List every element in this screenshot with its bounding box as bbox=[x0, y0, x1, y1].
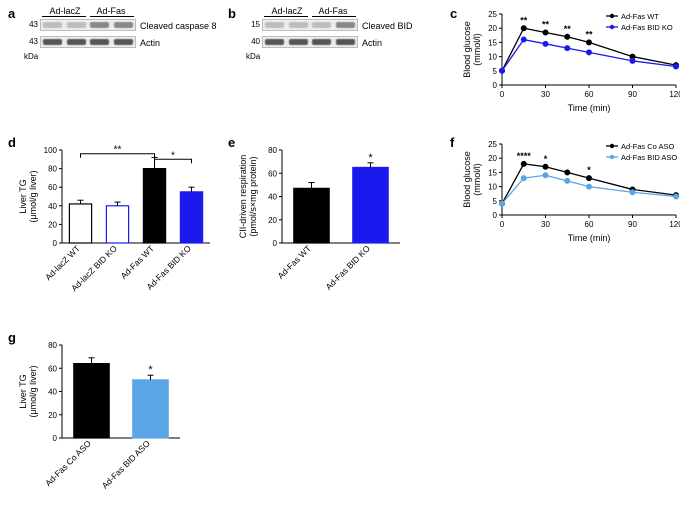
svg-text:(μmol/g liver): (μmol/g liver) bbox=[28, 170, 38, 222]
svg-text:**: ** bbox=[585, 30, 593, 40]
svg-text:20: 20 bbox=[488, 24, 497, 33]
svg-text:100: 100 bbox=[44, 146, 58, 155]
panel-b-wb: Ad-lacZ Ad-Fas 15 Cleaved BID 40 Actin k… bbox=[242, 6, 427, 76]
svg-text:*: * bbox=[148, 364, 153, 376]
panel-f-label: f bbox=[450, 135, 454, 150]
wb-b-hdr2: Ad-Fas bbox=[310, 6, 356, 16]
svg-text:*: * bbox=[368, 152, 373, 164]
chart-d: 0 20 40 60 80 100 Liver TG(μmol/g liver) Ad-lac… bbox=[16, 138, 216, 313]
wb-a-mw1: 43 bbox=[20, 20, 38, 29]
svg-text:**: ** bbox=[520, 15, 528, 25]
panel-c-label: c bbox=[450, 6, 457, 21]
svg-text:*: * bbox=[587, 165, 591, 175]
svg-text:**: ** bbox=[114, 145, 122, 156]
svg-text:Ad-Fas Co ASO: Ad-Fas Co ASO bbox=[621, 142, 675, 151]
svg-text:0: 0 bbox=[273, 239, 278, 248]
svg-text:(mmol/l): (mmol/l) bbox=[472, 163, 482, 196]
panel-g-label: g bbox=[8, 330, 16, 345]
panel-b-label: b bbox=[228, 6, 236, 21]
svg-text:Ad-Fas BID KO: Ad-Fas BID KO bbox=[323, 243, 372, 292]
svg-text:80: 80 bbox=[48, 341, 57, 350]
wb-a-lbl1: Cleaved caspase 8 bbox=[140, 21, 217, 31]
svg-text:(mmol/l): (mmol/l) bbox=[472, 33, 482, 66]
svg-text:30: 30 bbox=[541, 220, 550, 229]
svg-text:Ad-Fas WT: Ad-Fas WT bbox=[621, 12, 659, 21]
svg-text:**: ** bbox=[564, 24, 572, 34]
svg-text:0: 0 bbox=[493, 81, 498, 90]
svg-text:80: 80 bbox=[268, 146, 277, 155]
svg-text:0: 0 bbox=[53, 239, 58, 248]
svg-text:Ad-Fas Co ASO: Ad-Fas Co ASO bbox=[43, 438, 93, 488]
svg-text:(pmol/s×mg protein): (pmol/s×mg protein) bbox=[248, 156, 258, 236]
svg-text:5: 5 bbox=[493, 67, 498, 76]
panel-d-label: d bbox=[8, 135, 16, 150]
svg-text:20: 20 bbox=[488, 154, 497, 163]
svg-text:Time (min): Time (min) bbox=[568, 233, 611, 243]
panel-a-label: a bbox=[8, 6, 15, 21]
panel-a-wb: Ad-lacZ Ad-Fas 43 Cleaved caspase 8 43 A… bbox=[20, 6, 215, 76]
svg-text:90: 90 bbox=[628, 220, 637, 229]
svg-text:Ad-Fas BID ASO: Ad-Fas BID ASO bbox=[621, 153, 677, 162]
svg-text:60: 60 bbox=[585, 90, 594, 99]
svg-text:**: ** bbox=[542, 20, 550, 30]
svg-text:15: 15 bbox=[488, 38, 497, 47]
svg-text:25: 25 bbox=[488, 10, 497, 19]
chart-e: 0 20 40 60 80 CII-driven respiration(pmol/s×m… bbox=[236, 138, 406, 313]
svg-text:*: * bbox=[544, 154, 548, 164]
svg-text:20: 20 bbox=[48, 220, 57, 229]
svg-text:Ad-lacZ WT: Ad-lacZ WT bbox=[43, 243, 82, 282]
svg-text:Blood glucose: Blood glucose bbox=[462, 21, 472, 78]
chart-c: 0 5 10 15 20 25 0 30 60 90 120 Blood glucose(mmol/l… bbox=[460, 8, 680, 113]
svg-text:*: * bbox=[171, 150, 175, 161]
svg-text:120: 120 bbox=[669, 90, 680, 99]
wb-b-hdr1: Ad-lacZ bbox=[264, 6, 310, 16]
svg-text:20: 20 bbox=[48, 411, 57, 420]
svg-text:Blood glucose: Blood glucose bbox=[462, 151, 472, 208]
svg-text:60: 60 bbox=[268, 169, 277, 178]
wb-a-kda: kDa bbox=[24, 52, 38, 61]
svg-text:Liver TG: Liver TG bbox=[18, 374, 28, 408]
svg-text:5: 5 bbox=[493, 197, 498, 206]
svg-text:0: 0 bbox=[53, 434, 58, 443]
wb-b-lbl1: Cleaved BID bbox=[362, 21, 413, 31]
svg-text:CII-driven respiration: CII-driven respiration bbox=[238, 155, 248, 239]
svg-text:0: 0 bbox=[493, 211, 498, 220]
svg-text:Time (min): Time (min) bbox=[568, 103, 611, 113]
wb-a-hdr1: Ad-lacZ bbox=[42, 6, 88, 16]
svg-text:Ad-Fas BID KO: Ad-Fas BID KO bbox=[621, 23, 673, 32]
svg-text:0: 0 bbox=[500, 90, 505, 99]
svg-text:10: 10 bbox=[488, 183, 497, 192]
wb-a-lbl2: Actin bbox=[140, 38, 160, 48]
svg-text:****: **** bbox=[517, 151, 532, 161]
svg-text:Ad-Fas BID ASO: Ad-Fas BID ASO bbox=[100, 438, 152, 490]
svg-text:15: 15 bbox=[488, 168, 497, 177]
chart-f: 0 5 10 15 20 25 0 30 60 90 120 Blood glucose(mmol/l… bbox=[460, 138, 680, 243]
panel-e-label: e bbox=[228, 135, 235, 150]
wb-b-mw1: 15 bbox=[242, 20, 260, 29]
svg-text:40: 40 bbox=[268, 193, 277, 202]
svg-text:0: 0 bbox=[500, 220, 505, 229]
svg-text:Ad-Fas WT: Ad-Fas WT bbox=[118, 243, 155, 280]
svg-text:20: 20 bbox=[268, 216, 277, 225]
svg-text:60: 60 bbox=[48, 364, 57, 373]
svg-text:60: 60 bbox=[585, 220, 594, 229]
svg-text:40: 40 bbox=[48, 388, 57, 397]
wb-b-lbl2: Actin bbox=[362, 38, 382, 48]
svg-text:Liver TG: Liver TG bbox=[18, 179, 28, 213]
wb-a-mw2: 43 bbox=[20, 37, 38, 46]
svg-text:10: 10 bbox=[488, 53, 497, 62]
wb-a-hdr2: Ad-Fas bbox=[88, 6, 134, 16]
wb-b-kda: kDa bbox=[246, 52, 260, 61]
svg-text:40: 40 bbox=[48, 202, 57, 211]
svg-text:Ad-Fas WT: Ad-Fas WT bbox=[275, 243, 312, 280]
svg-text:80: 80 bbox=[48, 165, 57, 174]
svg-text:90: 90 bbox=[628, 90, 637, 99]
svg-text:25: 25 bbox=[488, 140, 497, 149]
svg-text:60: 60 bbox=[48, 183, 57, 192]
svg-text:30: 30 bbox=[541, 90, 550, 99]
svg-text:120: 120 bbox=[669, 220, 680, 229]
svg-text:(μmol/g liver): (μmol/g liver) bbox=[28, 365, 38, 417]
wb-b-mw2: 40 bbox=[242, 37, 260, 46]
chart-g: 0 20 40 60 80 Liver TG(μmol/g liver) Ad-Fas Co… bbox=[16, 333, 186, 508]
